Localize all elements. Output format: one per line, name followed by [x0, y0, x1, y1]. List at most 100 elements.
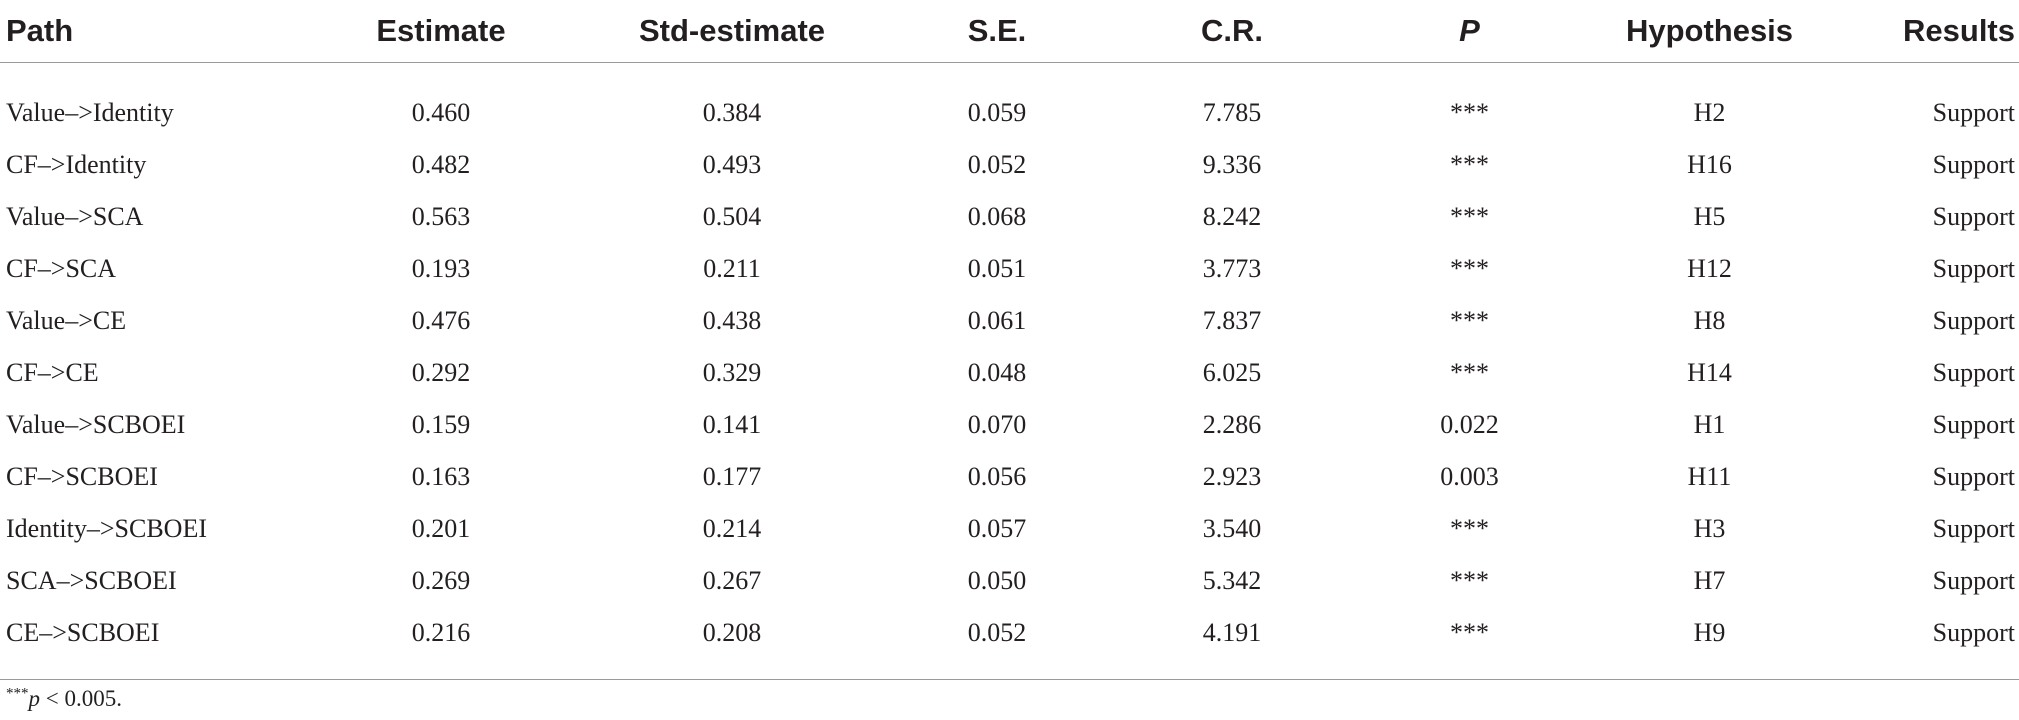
column-header-hypothesis: Hypothesis: [1587, 0, 1832, 63]
cell-cr: 2.923: [1202, 462, 1262, 491]
cell-se: 0.051: [967, 254, 1027, 283]
cell-cr: 6.025: [1202, 358, 1262, 387]
cell-se: 0.061: [967, 306, 1027, 335]
cell-path: SCA–>SCBOEI: [6, 566, 177, 595]
cell-path: Value–>SCA: [6, 202, 144, 231]
cell-std-estimate: 0.384: [702, 98, 762, 127]
table-row: CE–>SCBOEI 0.216 0.208 0.052 4.191 *** H9 Suppo…: [0, 607, 2019, 680]
cell-results: Support: [1932, 98, 2015, 127]
cell-p: ***: [1450, 358, 1489, 387]
cell-std-estimate: 0.267: [702, 566, 762, 595]
cell-cr: 3.540: [1202, 514, 1262, 543]
table-row: CF–>Identity 0.482 0.493 0.052 9.336 *** H16 Su…: [0, 139, 2019, 191]
column-header-cr: C.R.: [1112, 0, 1352, 63]
table-row: CF–>CE 0.292 0.329 0.048 6.025 *** H14 Support: [0, 347, 2019, 399]
cell-hypothesis: H2: [1693, 98, 1726, 127]
cell-hypothesis: H3: [1693, 514, 1726, 543]
table-bottom-rule: [0, 679, 2019, 682]
table-row: CF–>SCBOEI 0.163 0.177 0.056 2.923 0.003 H11 Su…: [0, 451, 2019, 503]
cell-p: ***: [1450, 306, 1489, 335]
cell-hypothesis: H8: [1693, 306, 1726, 335]
cell-path: CF–>SCA: [6, 254, 117, 283]
cell-hypothesis: H11: [1687, 462, 1732, 491]
cell-estimate: 0.163: [411, 462, 471, 491]
column-header-std-estimate: Std-estimate: [582, 0, 882, 63]
table-footnote: ***p < 0.005.: [6, 686, 122, 712]
cell-p: ***: [1450, 202, 1489, 231]
cell-cr: 2.286: [1202, 410, 1262, 439]
cell-cr: 5.342: [1202, 566, 1262, 595]
cell-path: CF–>CE: [6, 358, 99, 387]
cell-se: 0.057: [967, 514, 1027, 543]
cell-results: Support: [1932, 254, 2015, 283]
table-row: Value–>SCA 0.563 0.504 0.068 8.242 *** H5 Suppo…: [0, 191, 2019, 243]
cell-estimate: 0.292: [411, 358, 471, 387]
cell-p: ***: [1450, 254, 1489, 283]
cell-p: 0.022: [1440, 410, 1499, 439]
cell-estimate: 0.216: [411, 618, 471, 647]
cell-std-estimate: 0.504: [702, 202, 762, 231]
cell-estimate: 0.159: [411, 410, 471, 439]
column-header-results: Results: [1832, 0, 2019, 63]
header-row: Path Estimate Std-estimate S.E. C.R. P Hypothe…: [0, 0, 2019, 63]
cell-results: Support: [1932, 618, 2015, 647]
column-header-p: P: [1352, 0, 1587, 63]
cell-path: Value–>CE: [6, 306, 127, 335]
cell-results: Support: [1932, 202, 2015, 231]
cell-estimate: 0.563: [411, 202, 471, 231]
cell-std-estimate: 0.141: [702, 410, 762, 439]
cell-hypothesis: H9: [1693, 618, 1726, 647]
cell-cr: 8.242: [1202, 202, 1262, 231]
footnote-marker: ***: [6, 685, 29, 702]
footnote-text: < 0.005.: [40, 686, 122, 711]
cell-std-estimate: 0.329: [702, 358, 762, 387]
cell-results: Support: [1932, 358, 2015, 387]
cell-std-estimate: 0.438: [702, 306, 762, 335]
cell-se: 0.052: [967, 618, 1027, 647]
cell-se: 0.068: [967, 202, 1027, 231]
column-header-estimate: Estimate: [300, 0, 582, 63]
table-row: CF–>SCA 0.193 0.211 0.051 3.773 *** H12 Support: [0, 243, 2019, 295]
cell-path: CF–>Identity: [6, 150, 147, 179]
cell-hypothesis: H16: [1687, 150, 1732, 179]
cell-cr: 9.336: [1202, 150, 1262, 179]
cell-estimate: 0.193: [411, 254, 471, 283]
cell-estimate: 0.460: [411, 98, 471, 127]
table-row: Identity–>SCBOEI 0.201 0.214 0.057 3.540 *** H…: [0, 503, 2019, 555]
cell-path: Value–>SCBOEI: [6, 410, 186, 439]
cell-std-estimate: 0.208: [702, 618, 762, 647]
cell-se: 0.052: [967, 150, 1027, 179]
cell-se: 0.050: [967, 566, 1027, 595]
cell-hypothesis: H5: [1693, 202, 1726, 231]
cell-estimate: 0.269: [411, 566, 471, 595]
table-row: Value–>Identity 0.460 0.384 0.059 7.785 *** H2…: [0, 63, 2019, 140]
cell-cr: 7.837: [1202, 306, 1262, 335]
cell-estimate: 0.201: [411, 514, 471, 543]
cell-estimate: 0.482: [411, 150, 471, 179]
cell-path: CE–>SCBOEI: [6, 618, 160, 647]
cell-p: ***: [1450, 98, 1489, 127]
cell-p: ***: [1450, 566, 1489, 595]
cell-cr: 4.191: [1202, 618, 1262, 647]
cell-p: ***: [1450, 618, 1489, 647]
cell-std-estimate: 0.493: [702, 150, 762, 179]
cell-se: 0.059: [967, 98, 1027, 127]
cell-p: ***: [1450, 150, 1489, 179]
cell-se: 0.056: [967, 462, 1027, 491]
cell-std-estimate: 0.177: [702, 462, 762, 491]
cell-results: Support: [1932, 410, 2015, 439]
cell-results: Support: [1932, 514, 2015, 543]
cell-cr: 3.773: [1202, 254, 1262, 283]
table-row: SCA–>SCBOEI 0.269 0.267 0.050 5.342 *** H7 Supp…: [0, 555, 2019, 607]
cell-hypothesis: H7: [1693, 566, 1726, 595]
cell-results: Support: [1932, 566, 2015, 595]
cell-path: CF–>SCBOEI: [6, 462, 158, 491]
table-header: Path Estimate Std-estimate S.E. C.R. P Hypothe…: [0, 0, 2019, 63]
cell-hypothesis: H1: [1693, 410, 1726, 439]
cell-cr: 7.785: [1202, 98, 1262, 127]
cell-se: 0.048: [967, 358, 1027, 387]
cell-p: 0.003: [1440, 462, 1499, 491]
table-row: Value–>CE 0.476 0.438 0.061 7.837 *** H8 Suppor…: [0, 295, 2019, 347]
cell-estimate: 0.476: [411, 306, 471, 335]
cell-p: ***: [1450, 514, 1489, 543]
